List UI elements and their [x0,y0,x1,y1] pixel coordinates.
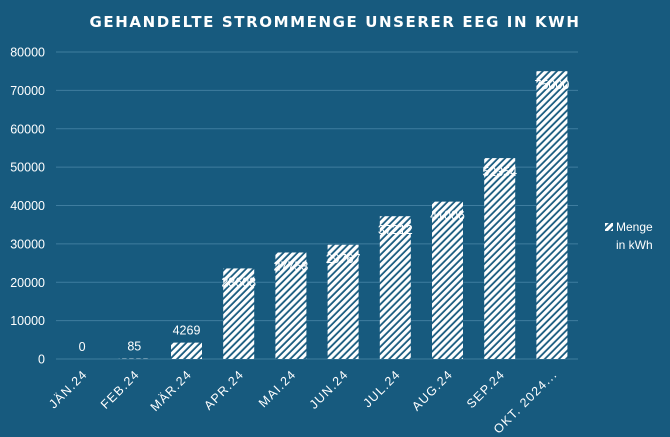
x-axis-ticks: JÄN.24 FEB.24 MÄR.24 APR.24 MAI.24 JUN.24 JUL.… [46,367,560,436]
data-label: 52354 [482,165,517,179]
bar [275,252,307,359]
bar [379,216,411,359]
x-tick-label: SEP.24 [464,367,508,411]
y-tick-label: 50000 [10,161,45,175]
data-label: 29767 [326,252,361,266]
data-label: 27753 [274,259,309,273]
bar [223,268,255,359]
legend: Menge in kWh [605,220,653,252]
bar [327,244,359,359]
bar [484,158,516,359]
x-tick-label: APR.24 [201,367,246,412]
bar [171,342,202,359]
x-tick-label: AUG.24 [409,367,455,413]
bar [536,71,568,359]
gridlines [56,51,578,360]
data-label: 37212 [378,223,413,237]
data-label: 41006 [430,209,465,223]
data-label: 0 [79,340,86,354]
y-tick-label: 30000 [10,237,45,251]
x-tick-label: JUL.24 [360,367,403,410]
y-axis-ticks: 0 10000 20000 30000 40000 50000 60000 70000 8000… [10,46,45,367]
legend-label-line-1: Menge [616,220,653,234]
data-label: 4269 [173,324,201,338]
bars: 0 85 4269 23603 27753 29767 37212 41006 52354 750… [79,71,570,359]
chart-title: GEHANDELTE STROMMENGE UNSERER EEG IN KWH [90,13,581,31]
y-tick-label: 60000 [10,122,45,136]
data-label: 23603 [221,275,256,289]
x-tick-label: FEB.24 [98,367,142,411]
x-tick-label: MAI.24 [256,367,299,410]
legend-label-line-2: in kWh [616,238,653,252]
y-tick-label: 20000 [10,276,45,290]
x-tick-label: JÄN.24 [46,367,90,411]
y-tick-label: 10000 [10,314,45,328]
x-tick-label: JUN.24 [307,367,351,411]
x-tick-label: MÄR.24 [148,367,195,414]
y-tick-label: 0 [38,353,45,367]
y-tick-label: 70000 [10,84,45,98]
y-tick-label: 40000 [10,199,45,213]
bar [432,201,463,359]
data-label: 75000 [535,78,570,92]
data-label: 85 [127,340,141,354]
y-tick-label: 80000 [10,46,45,60]
legend-swatch [605,223,613,231]
